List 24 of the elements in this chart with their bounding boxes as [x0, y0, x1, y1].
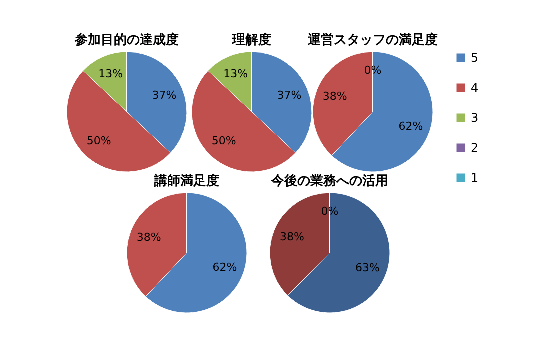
data-label: 13%: [224, 68, 248, 81]
data-label: 50%: [212, 134, 236, 148]
legend-label: 3: [471, 111, 479, 125]
chart-title: 参加目的の達成度: [74, 32, 179, 48]
data-label: 38%: [322, 90, 348, 103]
data-label: 38%: [280, 230, 304, 244]
chart-title: 講師満足度: [154, 173, 220, 189]
data-label: 38%: [136, 230, 162, 244]
data-label: 37%: [277, 88, 302, 102]
legend-label: 1: [471, 171, 479, 185]
chart-title: 今後の業務への活用: [270, 173, 388, 189]
data-label: 37%: [152, 88, 177, 102]
data-label: 62%: [212, 261, 238, 274]
legend-label: 4: [471, 81, 479, 95]
chart-title: 理解度: [232, 32, 272, 48]
data-label: 13%: [98, 68, 124, 81]
text: 0%: [321, 205, 339, 218]
text: 0%: [364, 64, 382, 78]
legend-label: 5: [471, 51, 479, 65]
legend-label: 2: [471, 141, 479, 155]
data-label: 63%: [356, 261, 380, 274]
chart-title: 運営スタッフの満足度: [307, 32, 438, 48]
data-label: 50%: [86, 134, 112, 148]
data-label: 62%: [398, 120, 424, 134]
